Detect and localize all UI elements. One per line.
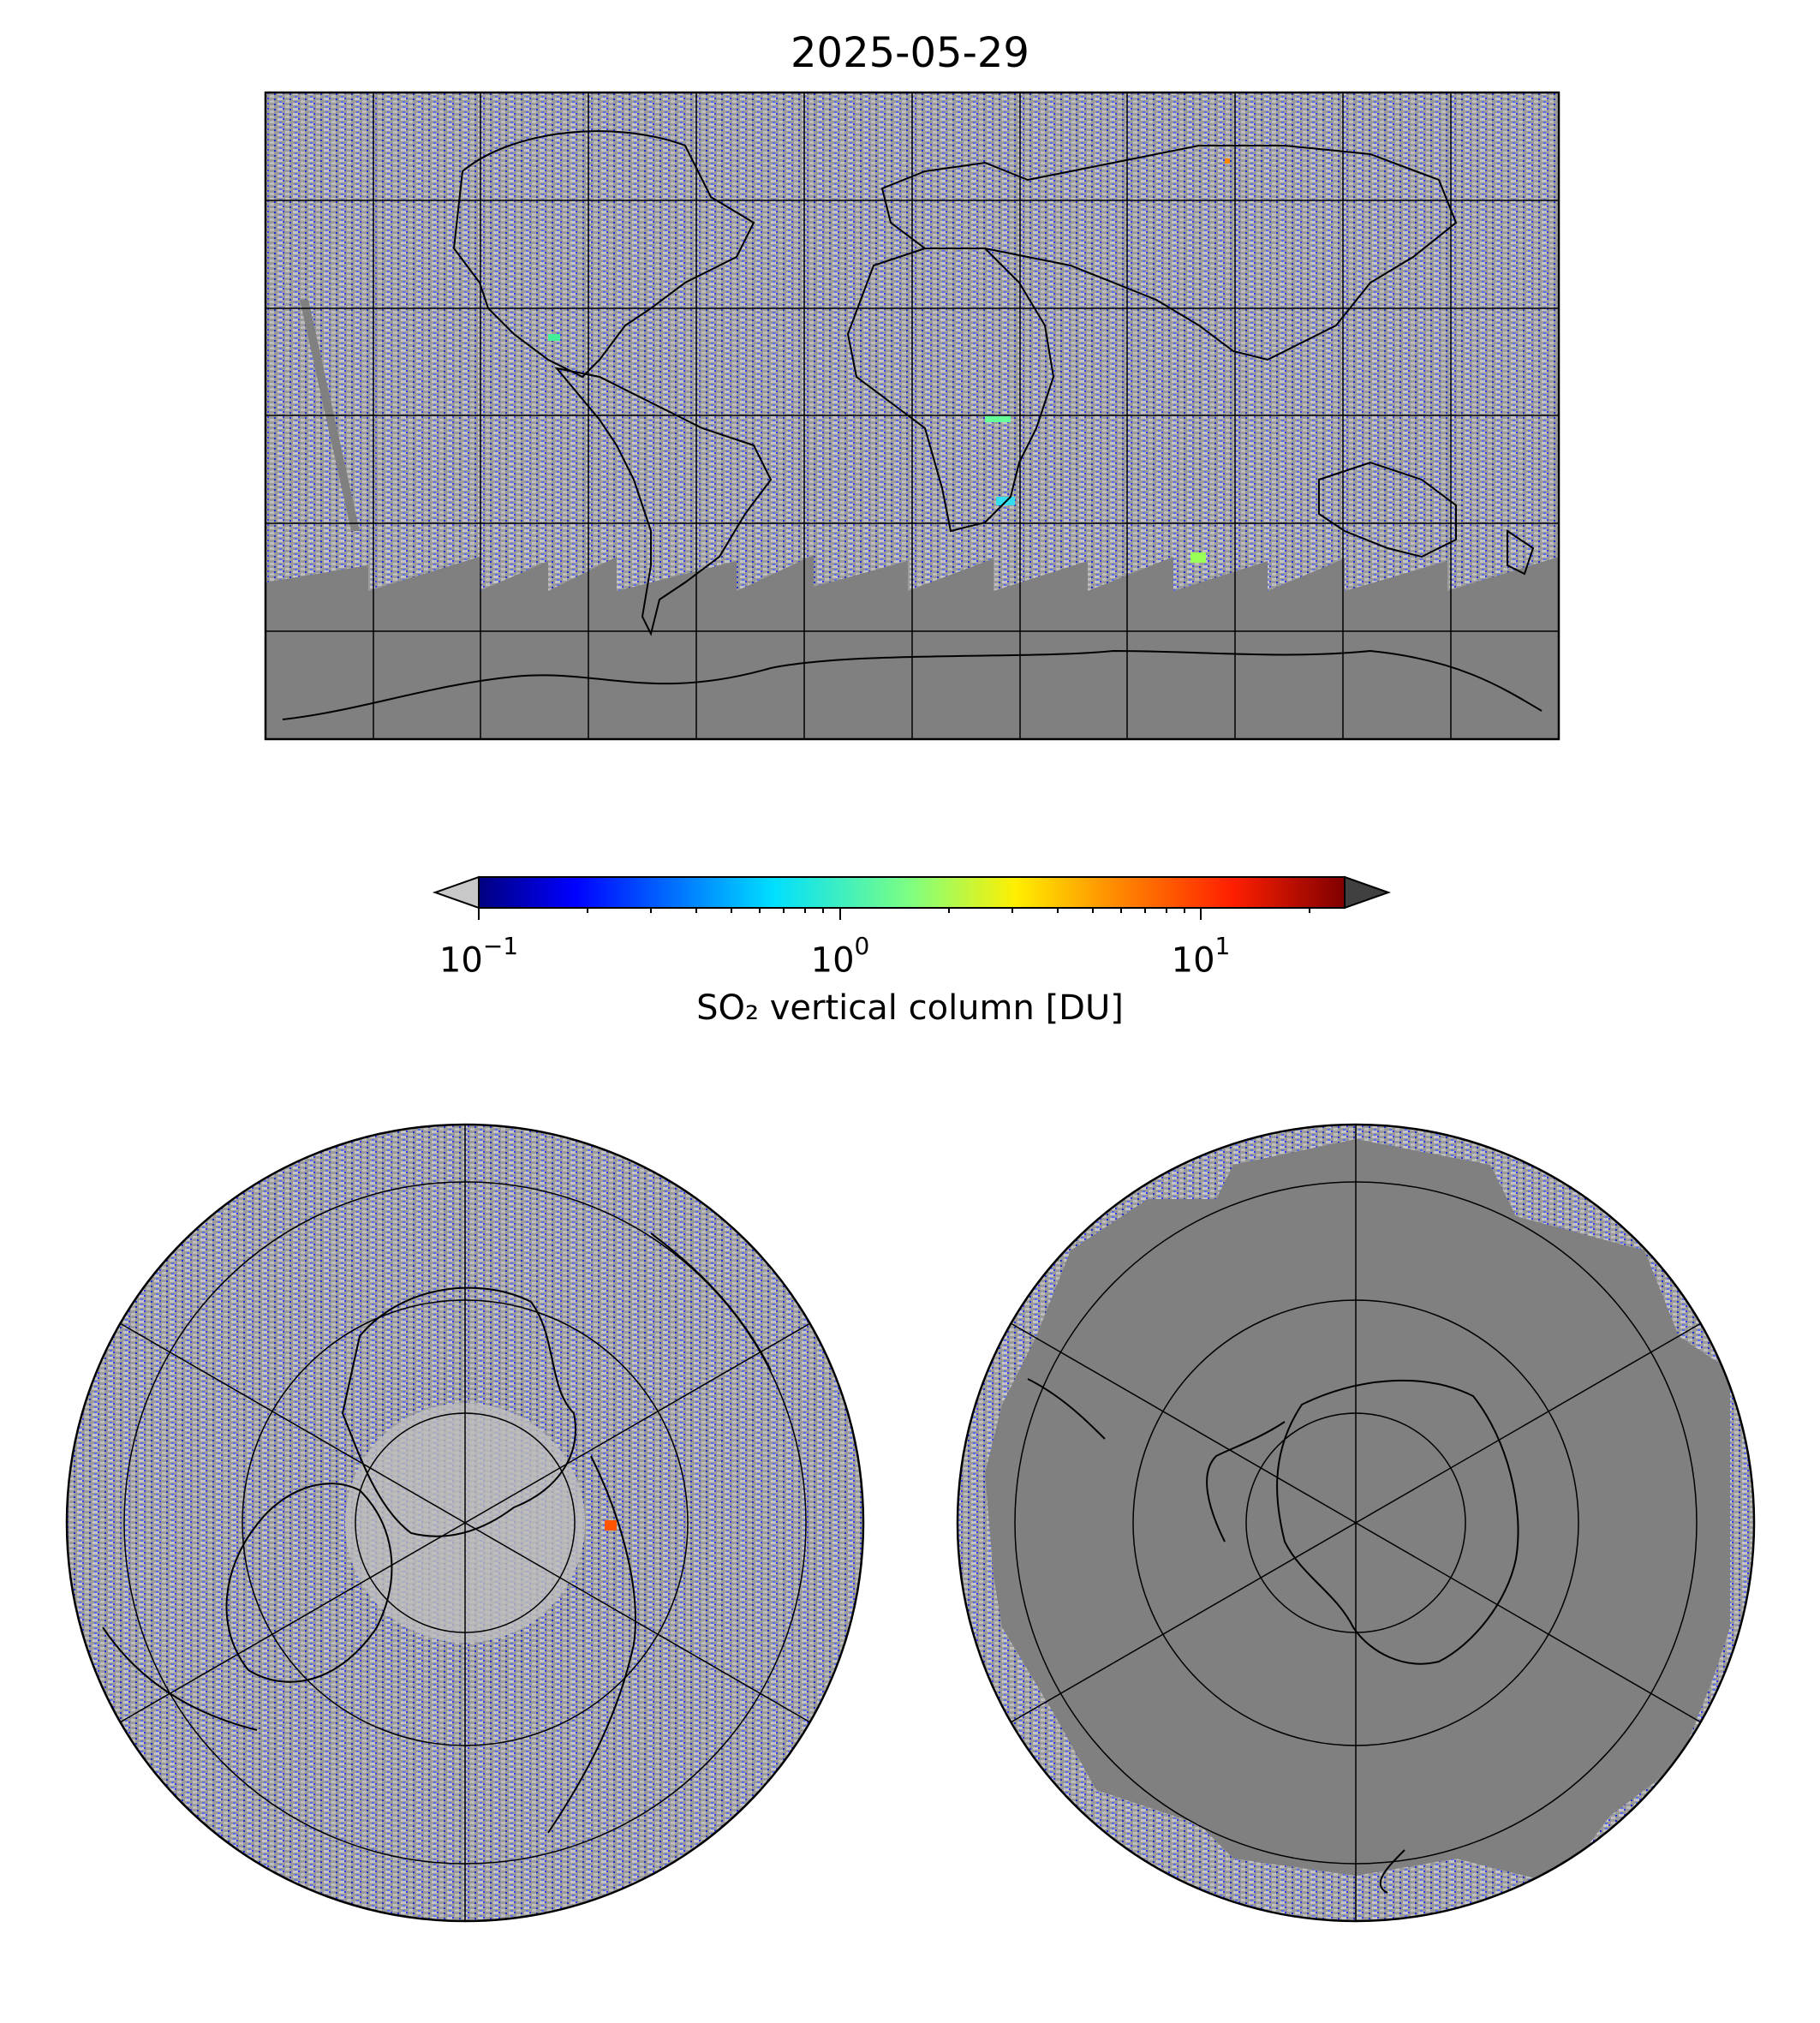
global-gridlines	[266, 92, 1559, 739]
colorbar-over-extension	[1344, 875, 1392, 910]
global-map-frame	[264, 91, 1560, 741]
south-polar-map-panel	[956, 1123, 1756, 1923]
colorbar-ticks	[478, 908, 1310, 920]
north-hotspot	[605, 1520, 617, 1531]
global-coastlines	[282, 130, 1543, 720]
colorbar-tick-label: 100	[810, 932, 870, 981]
colorbar-gradient	[479, 877, 1345, 908]
north-gridlines	[119, 1125, 811, 1921]
north-map-frame	[65, 1123, 865, 1923]
south-no-data-region	[985, 1139, 1730, 1884]
south-gridlines	[1010, 1125, 1702, 1921]
north-polar-map-panel	[65, 1123, 865, 1923]
colorbar-tick-label: 10−1	[439, 932, 519, 981]
global-map-panel	[264, 91, 1560, 741]
colorbar-tick-label: 101	[1171, 932, 1231, 981]
colorbar-label: SO₂ vertical column [DU]	[696, 988, 1124, 1028]
south-coastlines	[1027, 1378, 1519, 1894]
north-coastlines	[102, 1232, 772, 1834]
colorbar	[432, 875, 1392, 920]
south-map-frame	[956, 1123, 1756, 1923]
map-title: 2025-05-29	[791, 29, 1029, 77]
colorbar-under-extension	[432, 875, 480, 910]
